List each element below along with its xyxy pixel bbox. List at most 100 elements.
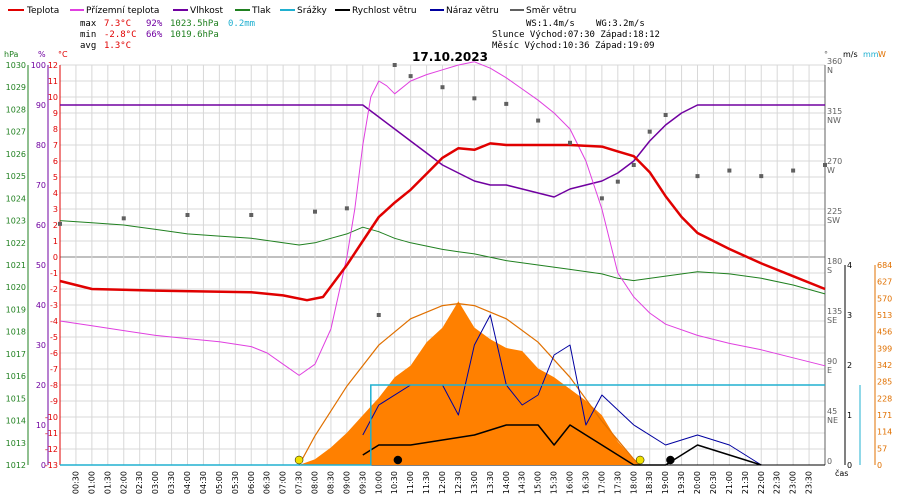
x-tick-label: 07:30 <box>295 471 304 494</box>
x-tick-label: 16:30 <box>581 471 590 494</box>
chart-title: 17.10.2023 <box>412 50 488 64</box>
wind-dir-point <box>58 221 62 226</box>
x-tick-label: 02:30 <box>135 471 144 494</box>
x-tick-label: 13:00 <box>470 471 479 494</box>
temperature-tick-label: -5 <box>50 333 58 342</box>
wind-dir-point <box>791 168 796 173</box>
solar-theoretical-curve <box>298 302 641 466</box>
wind-dir-point <box>536 118 541 123</box>
pressure-tick-label: 1026 <box>6 150 26 159</box>
temperature-tick-label: 1 <box>53 237 58 246</box>
axes: 00:30 01:00 01:30 02:00 02:30 03:00 03:30 04:00… <box>6 57 893 494</box>
temperature-tick-label: -6 <box>50 349 58 358</box>
axis-unit-deg: ° <box>824 50 828 59</box>
x-tick-label: 14:30 <box>518 471 527 494</box>
wind-dir-tick-label: 45 <box>827 407 837 416</box>
x-tick-label: 06:00 <box>247 471 256 494</box>
x-tick-label: 08:00 <box>311 471 320 494</box>
temperature-tick-label: 5 <box>53 173 58 182</box>
x-tick-label: 00:30 <box>71 471 80 494</box>
wind-dir-tick-label: 360 <box>827 57 842 66</box>
temperature-tick-label: -9 <box>50 397 58 406</box>
stats-min-pressure: 1019.6hPa <box>170 30 219 40</box>
x-tick-label: 23:00 <box>789 471 798 494</box>
wind-dir-point <box>472 96 477 101</box>
legend-label-tlak: Tlak <box>251 6 272 16</box>
x-tick-label: 12:30 <box>454 471 463 494</box>
x-tick-label: 13:30 <box>486 471 495 494</box>
x-tick-label: 04:00 <box>183 471 192 494</box>
pressure-tick-label: 1014 <box>6 417 26 426</box>
pressure-tick-label: 1028 <box>6 105 26 114</box>
humidity-tick-label: 10 <box>36 421 46 430</box>
x-tick-label: 03:00 <box>151 471 160 494</box>
pressure-tick-label: 1021 <box>6 261 26 270</box>
stats-max-humidity: 92% <box>146 19 163 29</box>
solar-series <box>298 301 641 466</box>
wind-dir-point <box>568 140 572 145</box>
stats-min-humidity: 66% <box>146 30 163 40</box>
solar-area <box>299 301 641 465</box>
x-tick-label: 02:00 <box>119 471 128 494</box>
temperature-tick-label: -13 <box>45 461 58 470</box>
wind-dir-point <box>615 179 620 184</box>
x-tick-label: 04:30 <box>199 471 208 494</box>
ground-temperature-line <box>59 61 826 376</box>
x-axis-label: čas <box>835 468 848 478</box>
legend-label-prizemni-teplota: Přízemní teplota <box>86 6 159 16</box>
x-tick-label: 09:00 <box>342 471 351 494</box>
x-tick-label: 18:30 <box>645 471 654 494</box>
x-tick-label: 18:00 <box>629 471 638 494</box>
legend-label-srazky: Srážky <box>297 6 328 16</box>
wind-dir-point <box>249 213 254 217</box>
wind-dir-tick-label: 225 <box>827 207 842 216</box>
x-tick-label: 15:00 <box>534 471 543 494</box>
pressure-tick-label: 1012 <box>6 461 26 470</box>
wind-speed-tick-label: 3 <box>847 311 852 320</box>
humidity-tick-label: 80 <box>36 141 46 150</box>
humidity-tick-label: 90 <box>36 101 46 110</box>
x-tick-label: 17:00 <box>597 471 606 494</box>
x-tick-label: 05:30 <box>231 471 240 494</box>
pressure-tick-label: 1023 <box>6 217 26 226</box>
solar-tick-label: 57 <box>877 444 887 453</box>
wind-speed-tick-label: 4 <box>847 261 852 270</box>
sun-moon-markers <box>294 455 675 465</box>
wind-speed-tick-label: 0 <box>847 461 852 470</box>
x-tick-label: 20:00 <box>693 471 702 494</box>
axis-unit-c: °C <box>58 50 68 59</box>
solar-tick-label: 570 <box>877 294 892 303</box>
temperature-tick-label: 10 <box>48 93 58 102</box>
temperature-line <box>59 142 826 302</box>
wind-speed-tick-label: 1 <box>847 411 852 420</box>
wind-dir-point <box>408 74 413 79</box>
info-wg: WG:3.2m/s <box>596 19 645 29</box>
pressure-tick-label: 1029 <box>6 83 26 92</box>
wind-dir-tick-label: 135 <box>827 307 842 316</box>
temperature-tick-label: 12 <box>48 61 58 70</box>
wind-dir-point <box>440 85 445 90</box>
temperature-tick-label: 8 <box>53 125 58 134</box>
pressure-tick-label: 1027 <box>6 128 26 137</box>
temperature-tick-label: 7 <box>53 141 58 150</box>
sun-marker <box>635 455 645 465</box>
info-block: WS:1.4m/s WG:3.2m/s Slunce Východ:07:30 … <box>492 19 660 51</box>
solar-tick-label: 342 <box>877 361 892 370</box>
wind-dir-tick-label: W <box>827 166 835 175</box>
wind-dir-point <box>313 209 317 214</box>
wind-dir-point <box>647 129 652 134</box>
pressure-tick-label: 1019 <box>6 305 26 314</box>
wind-dir-tick-label: E <box>827 366 832 375</box>
solar-tick-label: 114 <box>877 428 892 437</box>
x-tick-label: 22:30 <box>773 471 782 494</box>
pressure-tick-label: 1018 <box>6 328 26 337</box>
wind-dir-tick-label: S <box>827 266 832 275</box>
solar-tick-label: 171 <box>877 411 892 420</box>
axis-units: hPa % °C ° m/s mm W <box>4 50 886 59</box>
x-tick-label: 09:30 <box>358 471 367 494</box>
stats-max-rain: 0.2mm <box>228 19 255 29</box>
temperature-tick-label: -12 <box>45 445 58 454</box>
pressure-tick-label: 1016 <box>6 372 26 381</box>
wind-dir-tick-label: N <box>827 66 833 75</box>
legend: Teplota Přízemní teplota Vlhkost Tlak Sr… <box>8 6 576 16</box>
